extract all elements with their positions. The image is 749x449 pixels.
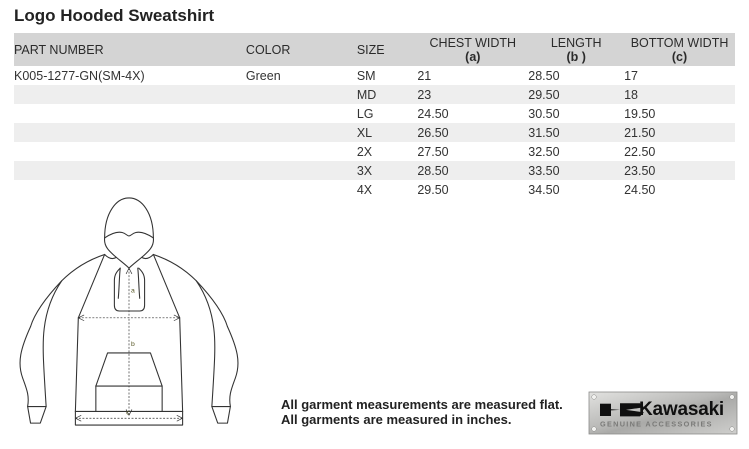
svg-text:b: b xyxy=(131,341,135,348)
svg-text:a: a xyxy=(131,287,135,294)
svg-text:c: c xyxy=(126,409,130,416)
